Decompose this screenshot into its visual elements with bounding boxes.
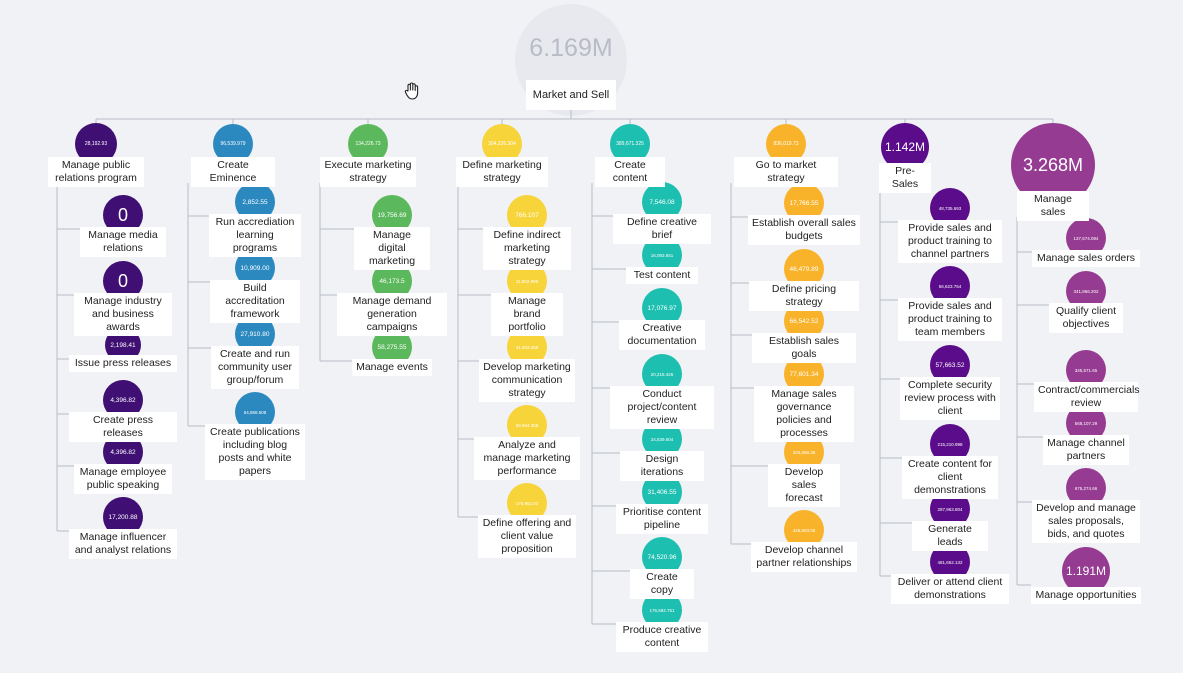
category-label[interactable]: Define marketing strategy xyxy=(456,157,548,187)
child-label[interactable]: Manage industry and business awards xyxy=(74,293,172,336)
hand-cursor-icon xyxy=(402,81,422,106)
child-label[interactable]: Test content xyxy=(626,267,698,284)
child-label[interactable]: Manage influencer and analyst relations xyxy=(69,529,177,559)
child-label[interactable]: Establish sales goals xyxy=(752,333,856,363)
child-label[interactable]: Create copy xyxy=(630,569,694,599)
child-label[interactable]: Build accreditation framework xyxy=(210,280,300,323)
child-label[interactable]: Analyze and manage marketing performance xyxy=(474,437,580,480)
child-label[interactable]: Manage employee public speaking xyxy=(74,464,172,494)
category-label[interactable]: Execute marketing strategy xyxy=(320,157,416,187)
child-label[interactable]: Develop sales forecast xyxy=(768,464,840,507)
child-label[interactable]: Design iterations xyxy=(620,451,704,481)
child-label[interactable]: Define pricing strategy xyxy=(749,281,859,311)
child-label[interactable]: Contract/commercials review xyxy=(1034,382,1140,412)
child-label[interactable]: Qualify client objectives xyxy=(1049,303,1123,333)
child-label[interactable]: Develop and manage sales proposals, bids… xyxy=(1032,500,1140,543)
child-label[interactable]: Create and run community user group/foru… xyxy=(211,346,299,389)
category-label[interactable]: Manage public relations program xyxy=(48,157,144,187)
child-label[interactable]: Develop marketing communication strategy xyxy=(479,359,575,402)
child-label[interactable]: Define indirect marketing strategy xyxy=(483,227,571,270)
child-label[interactable]: Manage media relations xyxy=(80,227,166,257)
child-label[interactable]: Run accrediation learning programs xyxy=(209,214,301,257)
category-label[interactable]: Go to market strategy xyxy=(734,157,838,187)
category-label[interactable]: Create content xyxy=(595,157,665,187)
child-label[interactable]: Manage brand portfolio xyxy=(491,293,563,336)
child-label[interactable]: Establish overall sales budgets xyxy=(748,215,860,245)
child-label[interactable]: Develop channel partner relationships xyxy=(751,542,857,572)
root-label[interactable]: Market and Sell xyxy=(526,80,616,110)
child-label[interactable]: Creative documentation xyxy=(619,320,705,350)
category-label[interactable]: Create Eminence xyxy=(191,157,275,187)
child-label[interactable]: Manage demand generation campaigns xyxy=(337,293,447,336)
root-value: 6.169M xyxy=(529,34,613,62)
child-label[interactable]: Deliver or attend client demonstrations xyxy=(891,574,1009,604)
child-label[interactable]: Manage opportunities xyxy=(1031,587,1141,604)
child-label[interactable]: Provide sales and product training to ch… xyxy=(898,220,1002,263)
child-label[interactable]: Produce creative content xyxy=(616,622,708,652)
child-label[interactable]: Define offering and client value proposi… xyxy=(478,515,576,558)
child-label[interactable]: Create publications including blog posts… xyxy=(205,424,305,480)
child-label[interactable]: Manage channel partners xyxy=(1043,435,1129,465)
child-label[interactable]: Complete security review process with cl… xyxy=(900,377,1000,420)
child-label[interactable]: Manage sales governance policies and pro… xyxy=(754,386,854,442)
child-label[interactable]: Create press releases xyxy=(69,412,177,442)
child-label[interactable]: Manage events xyxy=(352,359,432,376)
child-label[interactable]: Generate leads xyxy=(912,521,988,551)
child-label[interactable]: Prioritise content pipeline xyxy=(616,504,708,534)
child-label[interactable]: Manage sales orders xyxy=(1032,250,1140,267)
child-label[interactable]: Define creative brief xyxy=(613,214,711,244)
child-label[interactable]: Provide sales and product training to te… xyxy=(898,298,1002,341)
category-label[interactable]: Pre-Sales xyxy=(879,163,931,193)
category-label[interactable]: Manage sales xyxy=(1017,191,1089,221)
child-label[interactable]: Manage digital marketing xyxy=(354,227,430,270)
child-label[interactable]: Conduct project/content review xyxy=(610,386,714,429)
child-label[interactable]: Create content for client demonstrations xyxy=(902,456,998,499)
child-label[interactable]: Issue press releases xyxy=(69,355,177,372)
